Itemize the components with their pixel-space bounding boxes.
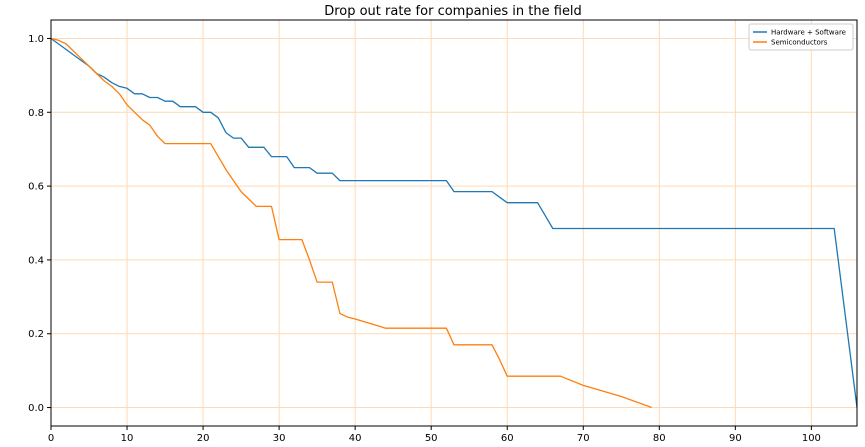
x-tick-label: 80 — [653, 433, 666, 444]
x-tick-label: 0 — [48, 433, 54, 444]
y-tick-label: 1.0 — [28, 34, 44, 45]
legend-label: Semiconductors — [771, 39, 828, 47]
series-line-1 — [50, 37, 652, 409]
legend: Hardware + Software Semiconductors — [748, 23, 854, 51]
y-tick-label: 0.0 — [28, 403, 44, 414]
chart-title: Drop out rate for companies in the field — [324, 4, 582, 19]
series-lines — [50, 37, 858, 409]
x-tick-label: 100 — [802, 433, 821, 444]
x-tick-label: 90 — [729, 433, 742, 444]
x-tick-label: 30 — [273, 433, 286, 444]
x-tick-label: 70 — [577, 433, 590, 444]
x-tick-label: 10 — [121, 433, 134, 444]
x-tick-label: 40 — [349, 433, 362, 444]
y-tick-label: 0.6 — [28, 182, 44, 193]
x-axis: 0 10 20 30 40 50 60 70 80 90 100 — [48, 426, 821, 444]
y-tick-label: 0.4 — [28, 255, 44, 266]
series-line-0 — [50, 37, 858, 408]
y-tick-label: 0.8 — [28, 108, 44, 119]
plot-frame — [50, 19, 858, 427]
y-axis: 0.0 0.2 0.4 0.6 0.8 1.0 — [28, 34, 51, 414]
y-tick-label: 0.2 — [28, 329, 44, 340]
x-tick-label: 20 — [197, 433, 210, 444]
legend-box — [748, 23, 854, 51]
x-tick-label: 60 — [501, 433, 514, 444]
grid — [50, 20, 857, 426]
legend-label: Hardware + Software — [771, 29, 846, 37]
x-tick-label: 50 — [425, 433, 438, 444]
